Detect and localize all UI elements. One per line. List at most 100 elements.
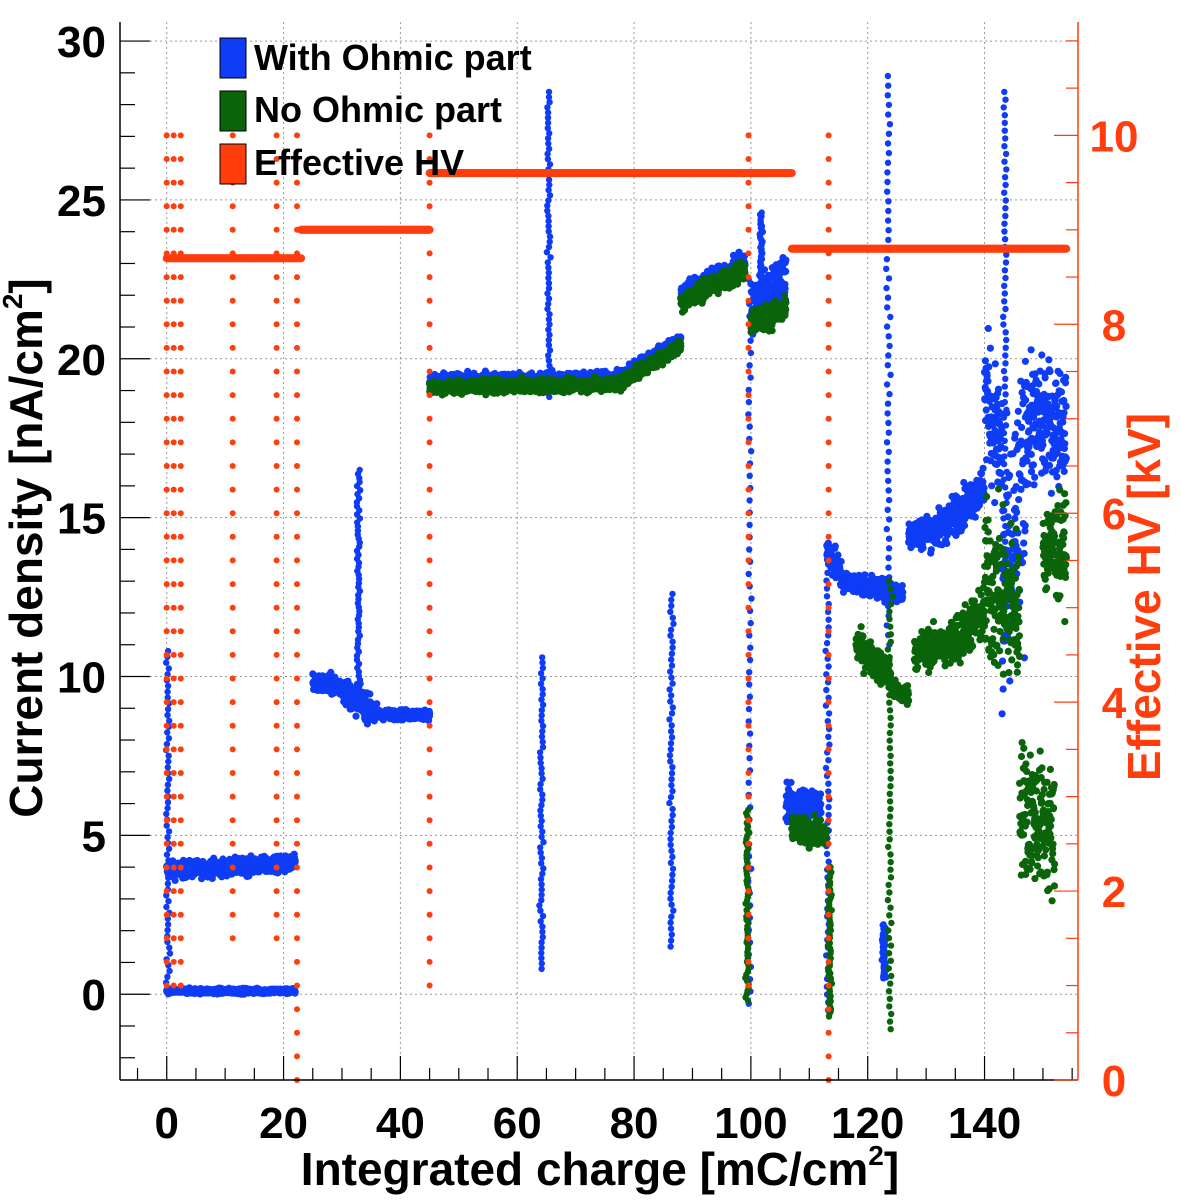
data-point xyxy=(166,950,174,957)
data-point xyxy=(668,913,675,920)
data-point xyxy=(999,685,1007,693)
data-point xyxy=(1006,677,1014,685)
data-point xyxy=(919,544,927,552)
series-with-ohmic-part xyxy=(162,72,1070,1014)
data-point xyxy=(366,690,374,698)
data-point xyxy=(998,710,1006,718)
data-point xyxy=(164,706,172,713)
data-point xyxy=(670,907,677,914)
data-point xyxy=(426,710,434,718)
data-point xyxy=(984,324,992,333)
data-point xyxy=(291,857,299,865)
data-point xyxy=(1046,367,1054,376)
data-point xyxy=(166,775,173,783)
data-point xyxy=(1060,467,1068,475)
data-point xyxy=(668,931,675,938)
data-point xyxy=(667,889,674,896)
data-point xyxy=(817,800,825,808)
data-point xyxy=(666,799,673,807)
data-point xyxy=(668,776,675,783)
data-point xyxy=(1022,396,1030,404)
data-point xyxy=(667,758,674,765)
data-point xyxy=(163,659,170,666)
data-point xyxy=(667,859,675,867)
data-point xyxy=(667,740,675,747)
data-point xyxy=(539,775,546,782)
data-point xyxy=(166,944,173,951)
data-point xyxy=(163,851,171,858)
data-point xyxy=(984,377,992,385)
data-point xyxy=(668,823,676,831)
data-point xyxy=(1014,407,1022,415)
data-point xyxy=(165,665,172,672)
data-point xyxy=(668,817,675,825)
data-point xyxy=(1047,489,1055,497)
data-point xyxy=(781,285,789,293)
data-point xyxy=(537,844,544,851)
data-point xyxy=(164,781,172,788)
data-point xyxy=(164,799,172,806)
data-point xyxy=(669,787,676,795)
data-point xyxy=(817,809,825,817)
data-point xyxy=(1062,454,1070,462)
data-point xyxy=(1031,473,1039,481)
data-point xyxy=(164,804,171,812)
data-point xyxy=(163,903,170,911)
data-point xyxy=(164,764,171,771)
data-point xyxy=(164,834,171,841)
data-point xyxy=(986,344,995,352)
data-point xyxy=(1013,508,1021,516)
data-point xyxy=(991,360,999,368)
data-point xyxy=(165,898,172,905)
data-point xyxy=(669,871,676,878)
data-point xyxy=(164,927,171,934)
data-point xyxy=(831,542,839,550)
data-point xyxy=(1021,357,1029,365)
data-point xyxy=(668,770,676,777)
data-point xyxy=(782,256,790,264)
data-point xyxy=(1052,379,1060,387)
data-point xyxy=(668,877,676,884)
data-point xyxy=(985,363,993,371)
data-point xyxy=(164,921,172,928)
data-point xyxy=(163,810,170,818)
data-point xyxy=(537,807,544,814)
data-point xyxy=(166,967,173,975)
data-point xyxy=(667,829,674,837)
data-point xyxy=(667,728,675,735)
data-point xyxy=(1021,522,1029,530)
data-point xyxy=(1011,430,1019,438)
data-point xyxy=(943,539,951,548)
data-point xyxy=(538,854,546,862)
data-point xyxy=(899,588,907,597)
data-point xyxy=(667,793,675,801)
data-point xyxy=(668,883,675,890)
data-point xyxy=(817,790,825,798)
data-point xyxy=(1061,440,1069,448)
data-point xyxy=(782,267,790,275)
data-point xyxy=(1030,481,1038,489)
data-point xyxy=(669,805,676,813)
data-point xyxy=(981,357,990,365)
data-point xyxy=(667,746,674,753)
data-point xyxy=(1057,388,1066,396)
data-point xyxy=(537,875,545,883)
data-point xyxy=(165,991,172,998)
data-point xyxy=(669,865,677,873)
data-point xyxy=(1027,450,1035,458)
data-point xyxy=(669,764,676,771)
data-point xyxy=(1039,441,1047,449)
data-layer xyxy=(162,72,1071,1083)
data-point xyxy=(834,551,842,559)
data-point xyxy=(327,668,335,677)
data-point xyxy=(537,823,544,830)
data-point xyxy=(837,557,845,566)
data-point xyxy=(164,787,171,794)
data-point xyxy=(1053,473,1061,481)
data-point xyxy=(667,943,674,950)
data-point xyxy=(667,895,674,902)
data-point xyxy=(1061,430,1069,438)
data-point xyxy=(165,857,172,864)
data-point xyxy=(373,700,381,708)
